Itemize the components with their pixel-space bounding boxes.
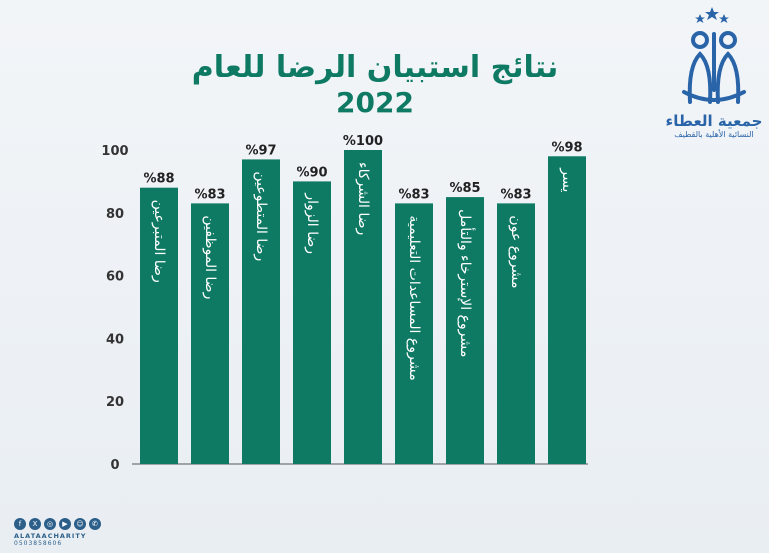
bar xyxy=(191,203,229,464)
y-tick-label: 0 xyxy=(110,458,119,473)
y-tick-label: 100 xyxy=(101,144,128,159)
bar xyxy=(548,156,586,464)
whatsapp-icon[interactable]: ✆ xyxy=(89,518,101,530)
category-label: رضا الشركاء xyxy=(355,162,371,235)
snapchat-icon[interactable]: ☺ xyxy=(74,518,86,530)
bar-value-label: %100 xyxy=(343,134,383,149)
youtube-icon[interactable]: ▶ xyxy=(59,518,71,530)
bar xyxy=(497,203,535,464)
category-label: رضا الموظفين xyxy=(202,215,218,299)
bar-value-label: %83 xyxy=(194,187,225,202)
bar xyxy=(446,197,484,464)
logo-name: جمعية العطاء xyxy=(665,112,763,130)
chart-subtitle: 2022 xyxy=(336,86,414,119)
category-label: مشروع عون xyxy=(508,215,524,288)
category-label: رضا المتبرعين xyxy=(151,200,167,283)
bars: %88 رضا المتبرعين %83 رضا الموظفين %97 رضا ال… xyxy=(140,134,586,465)
phone-number: 0503858606 xyxy=(14,540,63,547)
bar xyxy=(242,159,280,465)
x-icon[interactable]: X xyxy=(29,518,41,530)
bar xyxy=(344,150,382,464)
category-label: رضا الزوار xyxy=(304,192,320,254)
bar-value-label: %83 xyxy=(500,187,531,202)
bar xyxy=(293,181,331,464)
y-tick-label: 40 xyxy=(106,332,124,347)
bar-value-label: %90 xyxy=(296,165,327,180)
bar xyxy=(395,203,433,464)
y-tick-labels: 0 20 40 60 80 100 xyxy=(101,144,128,473)
category-label: مشروع الإسترخاء والتأمل xyxy=(457,209,476,357)
facebook-icon[interactable]: f xyxy=(14,518,26,530)
social-handle: ALATAACHARITY xyxy=(14,532,87,540)
y-tick-label: 20 xyxy=(106,395,124,410)
category-label: يسر xyxy=(559,167,575,192)
bar-value-label: %98 xyxy=(551,140,582,155)
bar-value-label: %85 xyxy=(449,181,480,196)
y-tick-label: 80 xyxy=(106,207,124,222)
bar-value-label: %83 xyxy=(398,187,429,202)
bar xyxy=(140,187,178,464)
y-tick-label: 60 xyxy=(106,270,124,285)
bar-value-label: %88 xyxy=(143,172,174,187)
social-footer: f X ◎ ▶ ☺ ✆ ALATAACHARITY 0503858606 xyxy=(14,518,124,547)
logo-subtitle: النسائية الأهلية بالقطيف xyxy=(674,130,754,139)
instagram-icon[interactable]: ◎ xyxy=(44,518,56,530)
charity-logo-icon xyxy=(682,7,746,104)
category-label: رضا المتطوعين xyxy=(253,171,269,261)
category-label: مشروع المساعدات التعليمية xyxy=(406,215,422,380)
chart-title: نتائج استبيان الرضا للعام xyxy=(191,50,559,85)
bar-value-label: %97 xyxy=(245,143,276,158)
